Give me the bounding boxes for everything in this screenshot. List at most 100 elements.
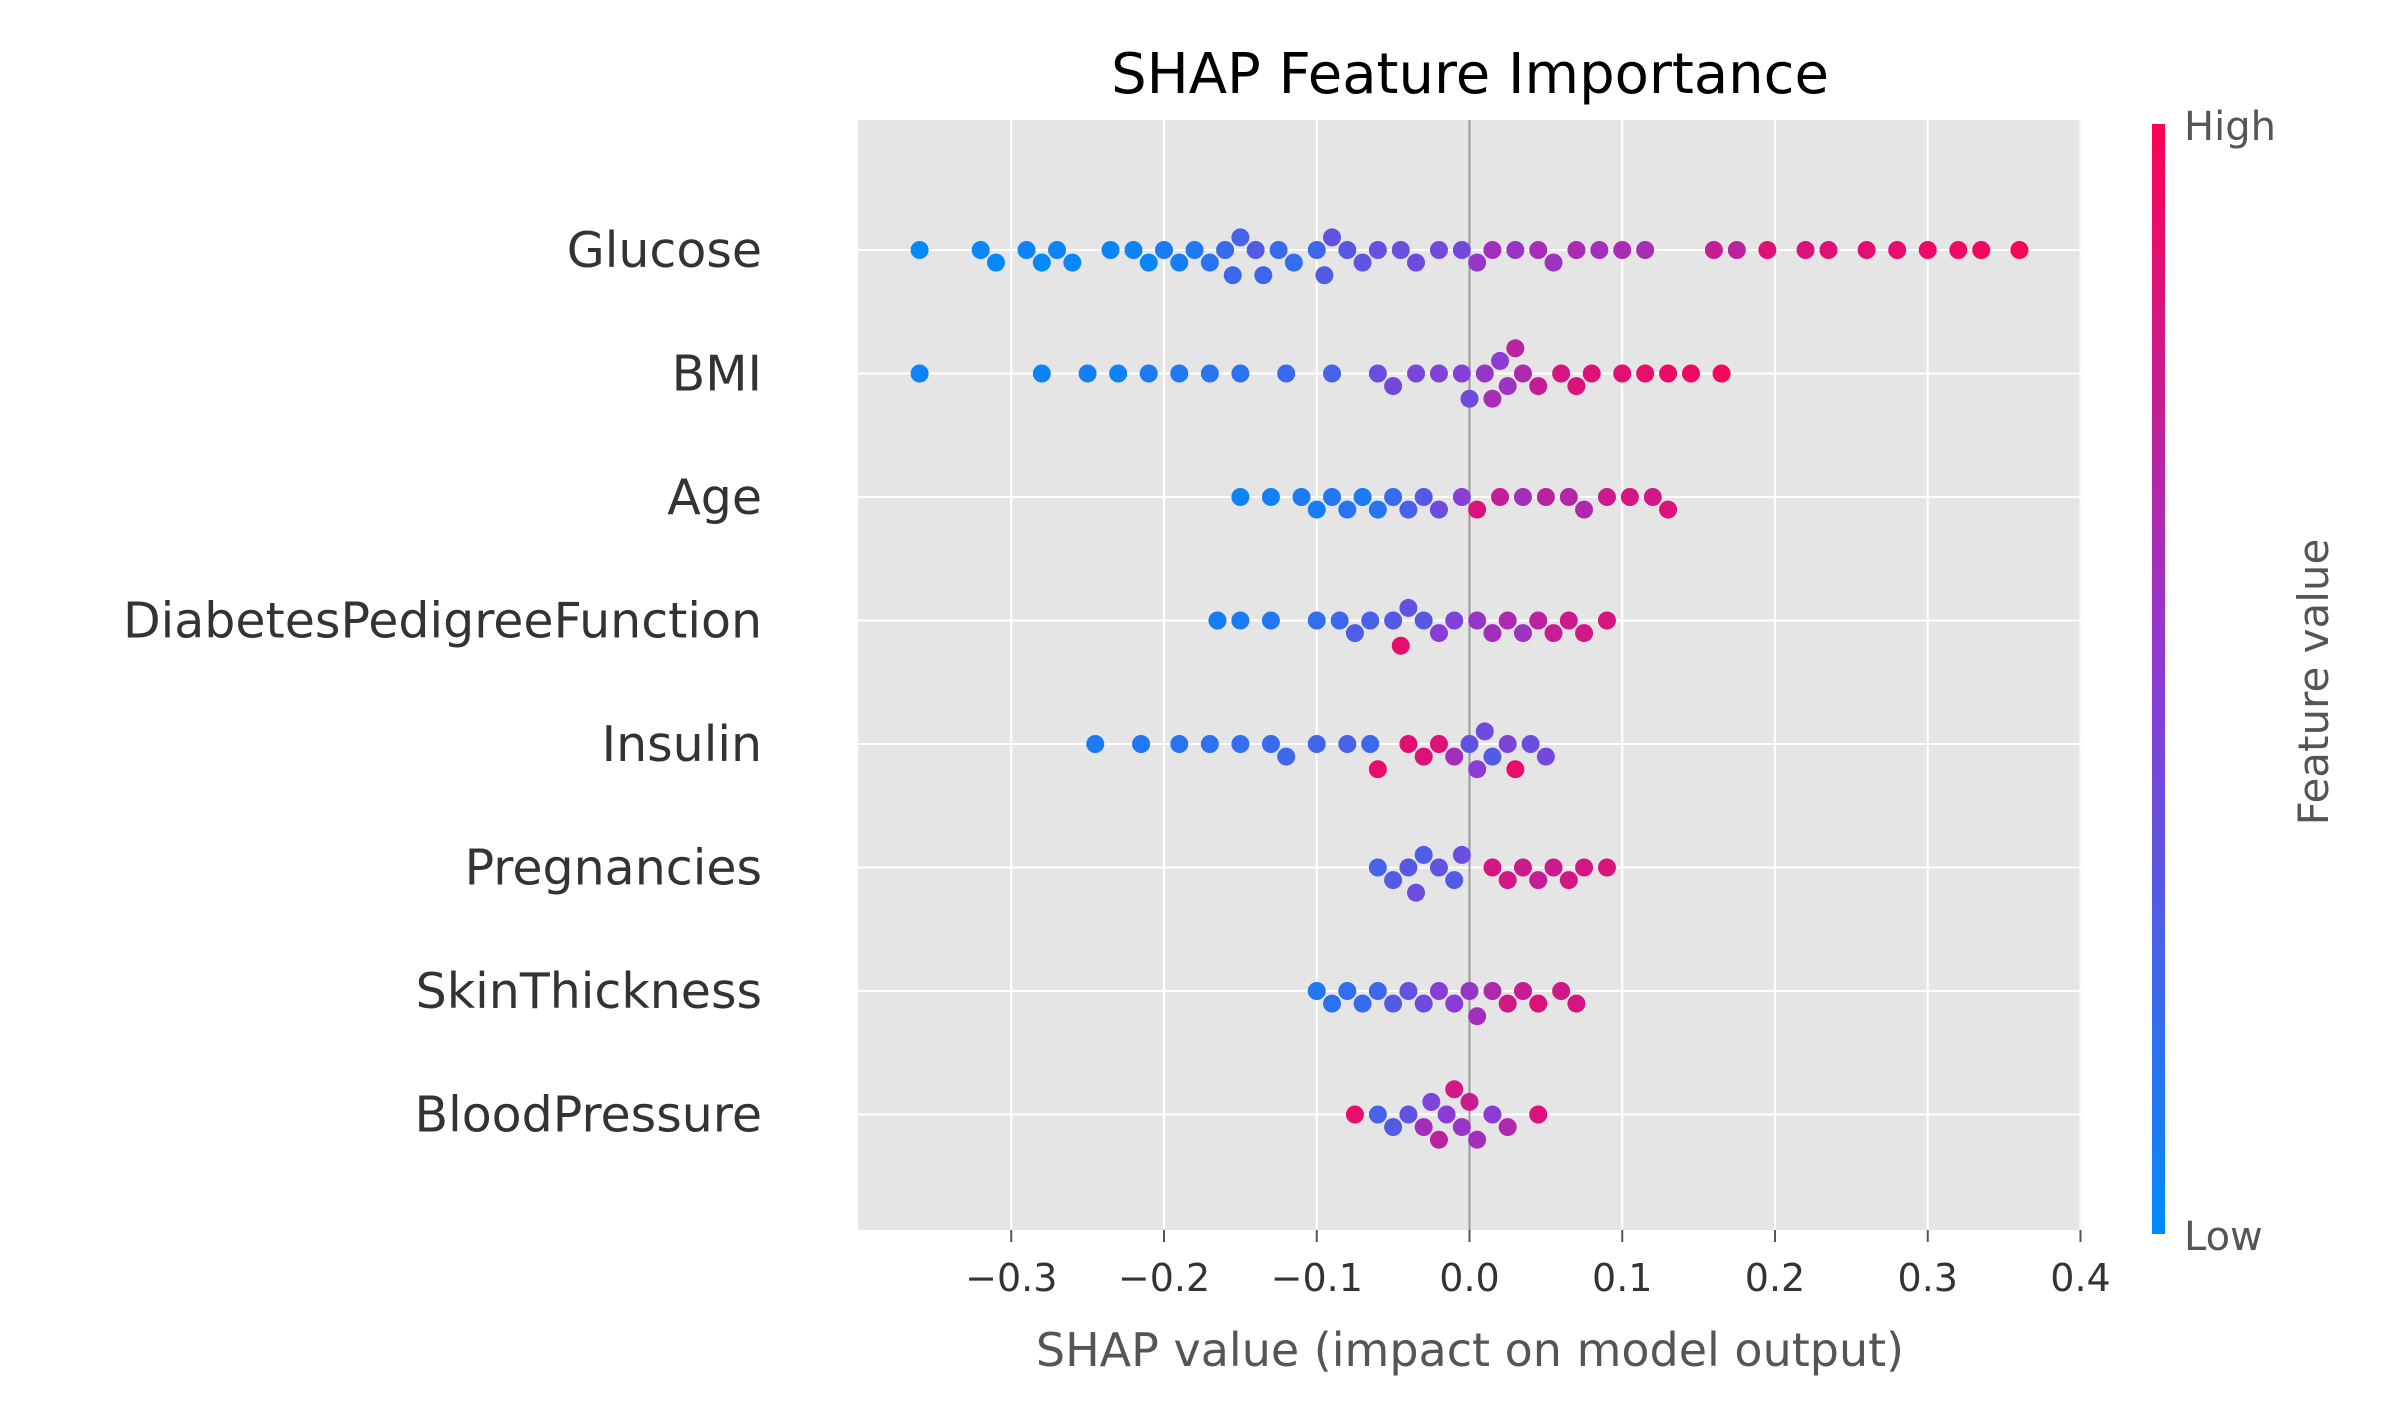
shap-point [1384, 488, 1403, 506]
shap-point [1078, 364, 1097, 383]
shap-point [1529, 241, 1548, 259]
shap-point [1468, 1130, 1487, 1149]
shap-point [1391, 636, 1410, 655]
shap-point [1323, 994, 1342, 1013]
shap-point [1613, 364, 1632, 383]
shap-point [1552, 364, 1571, 383]
shap-point [1109, 364, 1128, 383]
shap-point [1338, 982, 1357, 1000]
shap-point [1284, 253, 1303, 272]
shap-point [1391, 241, 1410, 259]
shap-point [910, 241, 929, 259]
shap-point [1582, 364, 1601, 383]
shap-point [1483, 624, 1502, 643]
x-tick-label: −0.2 [1118, 1256, 1210, 1300]
shap-point [1345, 624, 1364, 643]
shap-point [1368, 858, 1387, 877]
shap-point [1124, 241, 1143, 259]
shap-point [1590, 241, 1609, 259]
shap-point [1857, 241, 1876, 259]
shap-point [1521, 735, 1540, 753]
shap-point [971, 241, 990, 259]
shap-point [1353, 994, 1372, 1013]
shap-point [1399, 1105, 1418, 1124]
shap-point [1468, 253, 1487, 272]
shap-point [1208, 611, 1227, 630]
shap-point [1307, 241, 1326, 259]
shap-point [1368, 500, 1387, 519]
shap-point [1399, 982, 1418, 1000]
shap-point [1048, 241, 1067, 259]
shap-point [1513, 364, 1532, 383]
shap-point [1101, 241, 1120, 259]
shap-point [1529, 611, 1548, 630]
shap-point [1216, 241, 1235, 259]
x-tick-label: −0.1 [1271, 1256, 1363, 1300]
shap-point [1399, 598, 1418, 617]
shap-point [1498, 611, 1517, 630]
feature-label: SkinThickness [416, 963, 762, 1020]
shap-point [1200, 735, 1219, 753]
shap-point [1575, 500, 1594, 519]
shap-point [1758, 241, 1777, 259]
shap-point [1437, 1105, 1456, 1124]
shap-point [910, 364, 929, 383]
shap-point [1414, 845, 1433, 864]
shap-point [1132, 735, 1151, 753]
feature-label: DiabetesPedigreeFunction [123, 593, 762, 650]
shap-point [1575, 624, 1594, 643]
shap-point [1323, 228, 1342, 247]
shap-point [1429, 1130, 1448, 1149]
shap-point [1498, 377, 1517, 396]
shap-point [1261, 488, 1280, 506]
shap-point [1429, 624, 1448, 643]
shap-point [1399, 735, 1418, 753]
feature-label: Age [667, 469, 762, 526]
chart-title: SHAP Feature Importance [1111, 42, 1829, 107]
shap-point [1513, 624, 1532, 643]
shap-point [1032, 253, 1051, 272]
shap-point [1307, 500, 1326, 519]
shap-point [1712, 364, 1731, 383]
shap-point [1597, 858, 1616, 877]
feature-label: BloodPressure [414, 1087, 762, 1144]
shap-point [1384, 377, 1403, 396]
shap-point [1513, 858, 1532, 877]
shap-point [1636, 364, 1655, 383]
shap-point [1552, 982, 1571, 1000]
shap-point [1559, 488, 1578, 506]
shap-point [1414, 747, 1433, 766]
shap-point [1704, 241, 1723, 259]
shap-point [1536, 488, 1555, 506]
data-points [910, 228, 2029, 1149]
shap-point [1361, 611, 1380, 630]
shap-point [2010, 241, 2029, 259]
shap-point [1407, 253, 1426, 272]
shap-point [1888, 241, 1907, 259]
shap-point [1429, 982, 1448, 1000]
shap-point [1949, 241, 1968, 259]
shap-point [1414, 1118, 1433, 1137]
shap-point [1468, 1007, 1487, 1026]
shap-point [1200, 364, 1219, 383]
feature-label: Glucose [567, 222, 762, 279]
shap-point [1468, 760, 1487, 779]
shap-point [1445, 994, 1464, 1013]
shap-point [1475, 722, 1494, 741]
shap-point [1468, 611, 1487, 630]
shap-point [1139, 364, 1158, 383]
shap-point [1223, 266, 1242, 285]
shap-point [1277, 364, 1296, 383]
shap-point [1597, 488, 1616, 506]
shap-point [1613, 241, 1632, 259]
shap-point [1445, 747, 1464, 766]
x-tick-label: 0.0 [1439, 1256, 1499, 1300]
shap-point [1353, 253, 1372, 272]
feature-label: Pregnancies [465, 840, 762, 897]
shap-point [1323, 488, 1342, 506]
shap-point [1659, 364, 1678, 383]
shap-point [1269, 241, 1288, 259]
shap-point [1307, 735, 1326, 753]
colorbar: High Low Feature value [2152, 104, 2338, 1260]
shap-point [1460, 982, 1479, 1000]
